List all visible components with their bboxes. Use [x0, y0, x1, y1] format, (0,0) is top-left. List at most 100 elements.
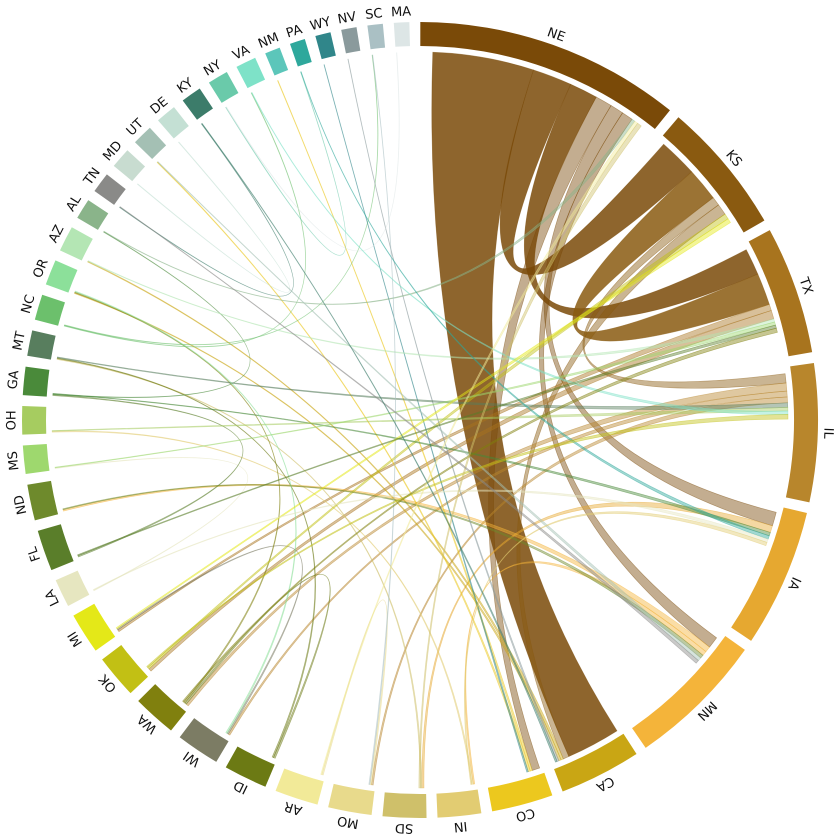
arc-nm [265, 47, 289, 76]
ribbon-fl-ga [52, 394, 244, 558]
ribbon-co-ut [156, 161, 531, 773]
label-co: CO [514, 804, 537, 823]
ribbon-ks-ca [516, 204, 726, 760]
label-la: LA [42, 587, 63, 608]
ribbon-de-md [137, 141, 291, 293]
label-id: ID [231, 777, 250, 797]
ribbon-nd-mn [62, 484, 704, 659]
label-ia: IA [784, 575, 803, 593]
label-ms: MS [6, 450, 23, 471]
arc-mt [27, 330, 56, 360]
label-sc: SC [365, 6, 384, 23]
arc-md [113, 150, 146, 182]
arc-ok [102, 645, 149, 694]
ribbon-tx-mi [117, 303, 772, 633]
label-fl: FL [25, 544, 44, 564]
ribbon-tn-mn [119, 206, 699, 664]
arc-ar [275, 768, 324, 805]
arc-mi [73, 603, 116, 651]
label-ga: GA [6, 370, 23, 390]
arc-tx [748, 230, 813, 357]
arc-al [77, 200, 109, 230]
arc-ne [420, 22, 670, 129]
ribbon-ok-ks [147, 213, 729, 670]
arc-mn [632, 636, 745, 748]
arc-il [785, 362, 818, 503]
label-or: OR [31, 257, 52, 280]
ribbon-al-ne [103, 118, 636, 305]
arc-wa [138, 684, 187, 731]
ribbon-ne-ia [543, 105, 777, 527]
ribbon-id-wa [184, 574, 331, 759]
ribbon-wy-co [323, 64, 529, 773]
label-nv: NV [337, 10, 358, 28]
ribbon-mi-ks [115, 218, 731, 630]
label-nc: NC [19, 293, 39, 315]
ribbon-ne-mn [538, 112, 718, 648]
arc-ky [182, 88, 213, 120]
ribbon-il-wa [185, 382, 788, 707]
arc-sd [382, 792, 427, 818]
ribbon-fl-tx [77, 324, 777, 557]
label-az: AZ [46, 223, 68, 246]
arc-ks [662, 117, 765, 233]
chord-ribbons [51, 51, 789, 789]
label-pa: PA [284, 22, 304, 41]
ribbon-va-il [251, 92, 789, 415]
ribbon-in-oh [51, 430, 474, 785]
arc-wi [179, 718, 229, 762]
chord-arcs [22, 22, 818, 818]
arc-ma [393, 22, 410, 47]
arc-ut [134, 127, 167, 159]
ribbon-ne-co [488, 96, 612, 771]
arc-de [158, 107, 189, 139]
ribbon-ne-ks [499, 69, 693, 276]
label-il: IL [820, 427, 835, 439]
ribbon-ks-il [582, 197, 787, 389]
ribbon-wa-or [74, 291, 281, 704]
label-in: IN [453, 818, 468, 834]
label-mo: MO [336, 812, 360, 831]
arc-ms [22, 444, 50, 474]
ribbon-ma-ny [225, 52, 400, 252]
arc-pa [289, 39, 312, 67]
label-ar: AR [282, 798, 304, 818]
arc-nc [34, 294, 65, 326]
label-nd: ND [12, 494, 31, 516]
ribbon-pa-ia [300, 71, 770, 540]
ribbon-ky-ca [201, 122, 558, 763]
arc-sc [367, 23, 386, 50]
label-oh: OH [4, 410, 19, 430]
ribbon-wi-mi [116, 545, 303, 735]
arc-oh [22, 406, 47, 435]
ribbon-az-tx [87, 260, 776, 360]
ribbon-nc-sc [63, 54, 379, 346]
label-tx: TX [795, 275, 815, 297]
ribbon-in-ia [464, 511, 768, 785]
label-mi: MI [65, 628, 86, 649]
ribbon-ca-or [74, 292, 562, 762]
arc-co [487, 772, 553, 812]
ribbon-il-mo [371, 396, 788, 786]
ribbon-nc-va [63, 92, 307, 348]
ribbon-mo-ar [321, 599, 388, 786]
arc-la [55, 570, 90, 606]
ribbon-ks-tx [572, 171, 770, 342]
label-va: VA [230, 43, 252, 64]
ribbon-ga-al [52, 231, 251, 398]
arc-nv [341, 27, 361, 54]
ribbon-ok-il [146, 414, 789, 669]
ribbon-la-ia [92, 489, 769, 591]
ribbon-mn-in [464, 561, 707, 785]
ribbon-nv-ca [347, 58, 560, 762]
arc-va [236, 57, 266, 89]
arc-ia [731, 507, 807, 641]
arc-nd [27, 480, 59, 521]
label-sd: SD [395, 820, 414, 836]
label-ma: MA [391, 4, 412, 20]
ribbon-wa-tx [182, 327, 778, 703]
ribbon-mt-il [56, 356, 789, 410]
ribbon-la-ms [54, 457, 249, 592]
ribbon-ca-az [87, 260, 564, 761]
label-ne: NE [545, 25, 567, 45]
